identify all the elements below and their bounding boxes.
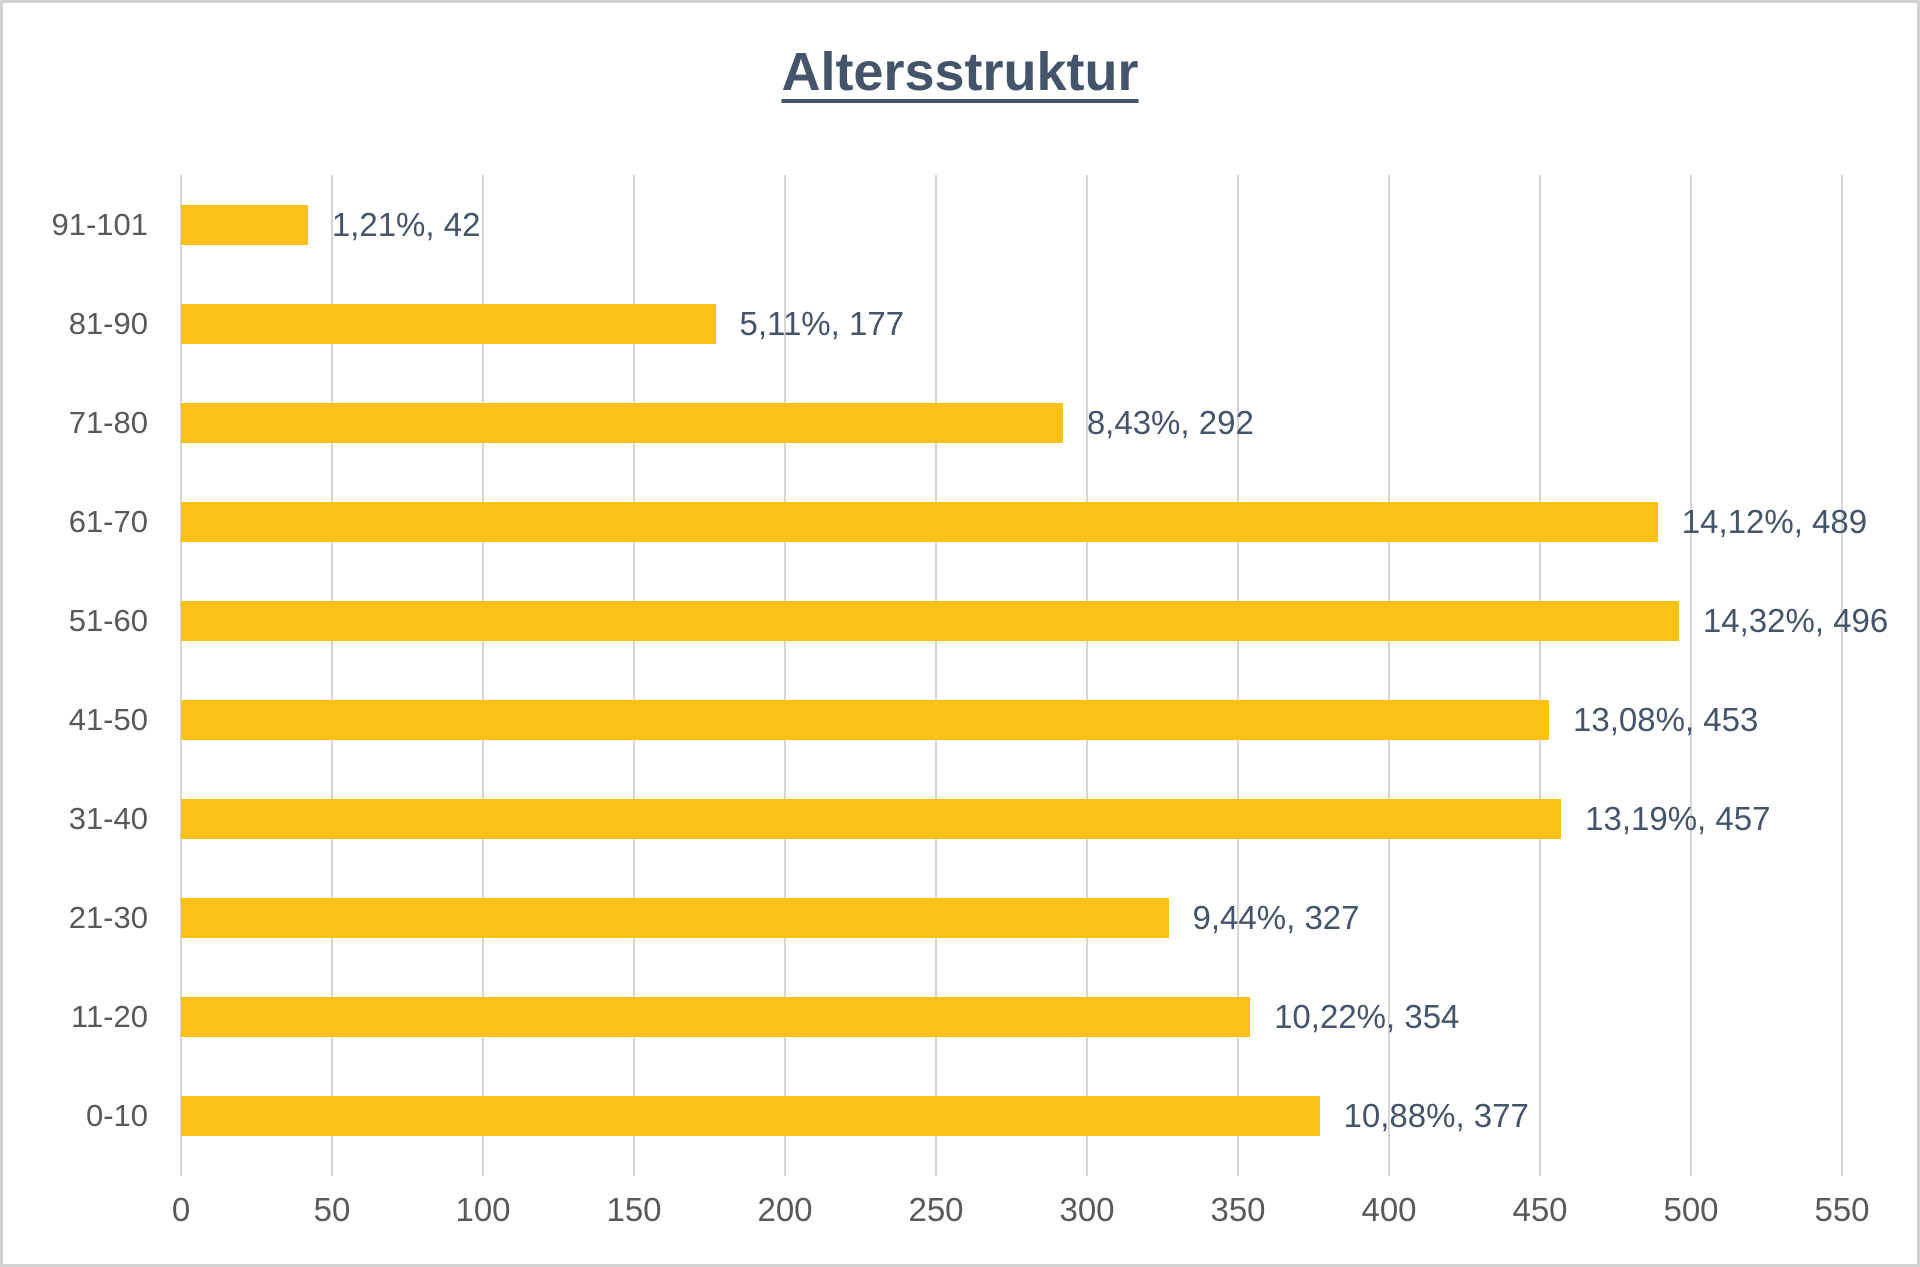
bar-value-label: 14,32%, 496 bbox=[1702, 601, 1889, 639]
bar bbox=[181, 897, 1169, 938]
x-tick-label: 400 bbox=[1361, 1191, 1417, 1228]
axis-tick bbox=[1841, 1165, 1843, 1176]
gridline bbox=[1388, 175, 1390, 1165]
plot-area: 1,21%, 42 5,11%, 177 8,43%, 292 14,12%, 489… bbox=[180, 175, 1888, 1176]
x-tick-label: 50 bbox=[313, 1191, 351, 1228]
category-label: 0-10 bbox=[85, 1097, 148, 1133]
bar-row: 14,32%, 496 bbox=[181, 571, 1888, 670]
bar-value-label: 10,22%, 354 bbox=[1274, 997, 1460, 1035]
bar-row: 10,88%, 377 bbox=[181, 1066, 1842, 1165]
x-tick-label: 200 bbox=[757, 1191, 813, 1228]
bar-value-label: 14,12%, 489 bbox=[1681, 502, 1868, 540]
x-tick-label: 350 bbox=[1210, 1191, 1266, 1228]
x-tick-label: 100 bbox=[455, 1191, 511, 1228]
gridline bbox=[1086, 175, 1088, 1165]
bar-row: 1,21%, 42 bbox=[181, 175, 1842, 274]
bar bbox=[181, 1095, 1320, 1136]
bar-value-label: 13,08%, 453 bbox=[1573, 700, 1759, 738]
bar bbox=[181, 303, 716, 344]
category-axis: 91-101 81-90 71-80 61-70 51-60 41-50 31-40 21-3… bbox=[3, 175, 148, 1165]
category-label: 71-80 bbox=[68, 404, 148, 440]
axis-tick bbox=[180, 1165, 182, 1176]
bar bbox=[181, 402, 1063, 443]
bar-value-label: 5,11%, 177 bbox=[739, 304, 905, 342]
gridline bbox=[331, 175, 333, 1165]
gridline bbox=[935, 175, 937, 1165]
axis-tick bbox=[1237, 1165, 1239, 1176]
gridline bbox=[1841, 175, 1843, 1165]
bar-value-label: 1,21%, 42 bbox=[331, 205, 481, 243]
category-label: 21-30 bbox=[68, 899, 148, 935]
category-label: 91-101 bbox=[51, 206, 148, 242]
gridline bbox=[1237, 175, 1239, 1165]
bar bbox=[181, 699, 1550, 740]
gridline bbox=[180, 175, 182, 1165]
x-tick-label: 0 bbox=[171, 1191, 191, 1228]
x-tick-label: 250 bbox=[908, 1191, 964, 1228]
gridline bbox=[633, 175, 635, 1165]
bar-rows: 1,21%, 42 5,11%, 177 8,43%, 292 14,12%, 489… bbox=[181, 175, 1888, 1165]
category-label: 61-70 bbox=[68, 503, 148, 539]
gridline bbox=[482, 175, 484, 1165]
bar-value-label: 10,88%, 377 bbox=[1343, 1096, 1529, 1134]
bar-row: 13,19%, 457 bbox=[181, 769, 1842, 868]
x-tick-label: 150 bbox=[606, 1191, 662, 1228]
x-tick-label: 500 bbox=[1663, 1191, 1719, 1228]
gridline bbox=[784, 175, 786, 1165]
bar-value-label: 13,19%, 457 bbox=[1585, 799, 1771, 837]
axis-tick bbox=[1086, 1165, 1088, 1176]
bar bbox=[181, 996, 1251, 1037]
axis-tick bbox=[331, 1165, 333, 1176]
x-tick-label: 450 bbox=[1512, 1191, 1568, 1228]
bar-row: 8,43%, 292 bbox=[181, 373, 1842, 472]
category-label: 81-90 bbox=[68, 305, 148, 341]
x-tick-label: 550 bbox=[1814, 1191, 1870, 1228]
gridline bbox=[1539, 175, 1541, 1165]
bar bbox=[181, 501, 1658, 542]
axis-tick bbox=[1690, 1165, 1692, 1176]
bar-value-label: 8,43%, 292 bbox=[1086, 403, 1254, 441]
axis-tick bbox=[1388, 1165, 1390, 1176]
axis-tick bbox=[784, 1165, 786, 1176]
bar bbox=[181, 600, 1679, 641]
bar-value-label: 9,44%, 327 bbox=[1192, 898, 1360, 936]
x-tick-label: 300 bbox=[1059, 1191, 1115, 1228]
bar-row: 14,12%, 489 bbox=[181, 472, 1867, 571]
bar-row: 13,08%, 453 bbox=[181, 670, 1842, 769]
category-label: 41-50 bbox=[68, 701, 148, 737]
bar bbox=[181, 204, 308, 245]
category-label: 31-40 bbox=[68, 800, 148, 836]
bar bbox=[181, 798, 1562, 839]
bar-row: 10,22%, 354 bbox=[181, 967, 1842, 1066]
chart-title: Altersstruktur bbox=[781, 42, 1139, 102]
axis-tick bbox=[633, 1165, 635, 1176]
bar-row: 9,44%, 327 bbox=[181, 868, 1842, 967]
x-axis: 0 50 100 150 200 250 300 350 400 450 500 550 bbox=[172, 1191, 1870, 1236]
axis-tick bbox=[482, 1165, 484, 1176]
category-label: 11-20 bbox=[71, 998, 148, 1034]
bar-row: 5,11%, 177 bbox=[181, 274, 1842, 373]
gridline bbox=[1690, 175, 1692, 1165]
axis-tick bbox=[935, 1165, 937, 1176]
category-label: 51-60 bbox=[68, 602, 148, 638]
axis-tick bbox=[1539, 1165, 1541, 1176]
